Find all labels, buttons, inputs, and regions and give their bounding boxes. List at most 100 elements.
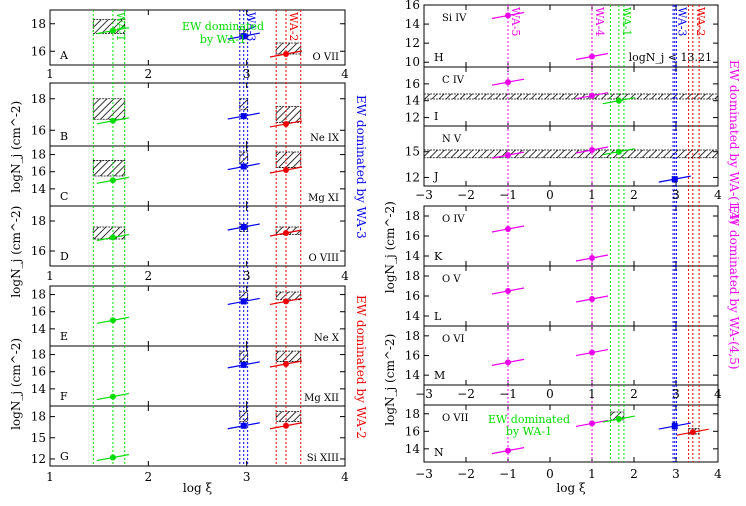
x-tick-label: 1 bbox=[588, 188, 596, 202]
data-point bbox=[615, 416, 622, 423]
hatched-region bbox=[275, 350, 302, 362]
x-tick-label: 4 bbox=[341, 470, 349, 484]
ion-label: O V bbox=[442, 274, 461, 285]
data-point bbox=[109, 234, 116, 241]
x-tick-label: 4 bbox=[714, 188, 722, 202]
y-tick-label: 16 bbox=[31, 165, 46, 179]
y-tick-label: 16 bbox=[31, 123, 46, 137]
data-point bbox=[109, 117, 116, 124]
panel-letter: G bbox=[60, 450, 69, 463]
x-tick-label: 4 bbox=[341, 67, 349, 81]
panel-letter: F bbox=[60, 390, 68, 403]
annotation: EW dominated bbox=[488, 413, 570, 426]
y-axis-label: logN_j (cm^-2) bbox=[383, 201, 397, 293]
ion-label: O IV bbox=[442, 214, 465, 225]
data-point bbox=[240, 113, 247, 120]
x-tick-label: 2 bbox=[630, 467, 638, 481]
panel-letter: B bbox=[60, 130, 68, 143]
ion-label: O VII bbox=[313, 52, 340, 63]
hatched-region bbox=[424, 93, 718, 100]
y-tick-label: 18 bbox=[405, 407, 420, 421]
y-tick-label: 14 bbox=[405, 368, 421, 382]
panel-letter: J bbox=[433, 170, 438, 183]
hatched-region bbox=[92, 160, 126, 177]
ion-label: O VIII bbox=[309, 253, 339, 264]
y-tick-label: 14 bbox=[405, 94, 421, 108]
wa-label: WA-1 bbox=[114, 12, 127, 41]
data-point bbox=[240, 361, 247, 368]
data-point bbox=[240, 298, 247, 305]
ion-label: Si XIII bbox=[307, 453, 339, 464]
x-tick-label: −2 bbox=[457, 467, 475, 481]
x-tick-label: 0 bbox=[546, 188, 554, 202]
panel-frame bbox=[49, 205, 346, 267]
y-tick-label: 16 bbox=[31, 244, 46, 258]
y-tick-label: 14 bbox=[405, 17, 421, 31]
x-axis-label: log ξ bbox=[556, 481, 586, 495]
x-tick-label: 1 bbox=[588, 387, 596, 401]
y-tick-label: 14 bbox=[31, 382, 47, 396]
x-tick-label: 2 bbox=[145, 67, 153, 81]
y-tick-label: 14 bbox=[405, 249, 421, 263]
annotation: EW dominated bbox=[182, 20, 264, 33]
annotation: by WA-1 bbox=[506, 425, 552, 438]
x-tick-label: −3 bbox=[415, 387, 433, 401]
x-tick-label: 4 bbox=[341, 269, 349, 283]
y-axis-label: logN_j (cm^-2) bbox=[9, 101, 23, 193]
x-tick-label: 1 bbox=[46, 470, 54, 484]
y-tick-label: 16 bbox=[405, 77, 420, 91]
y-tick-label: 16 bbox=[405, 0, 420, 12]
data-point bbox=[240, 33, 247, 40]
x-tick-label: 3 bbox=[672, 387, 680, 401]
y-tick-label: 10 bbox=[405, 55, 420, 69]
y-tick-label: 12 bbox=[31, 452, 46, 466]
y-tick-label: 14 bbox=[31, 182, 47, 196]
data-point bbox=[589, 53, 595, 60]
x-tick-label: 4 bbox=[714, 387, 722, 401]
x-tick-label: −2 bbox=[457, 188, 475, 202]
y-tick-label: 16 bbox=[405, 349, 420, 363]
y-tick-label: 16 bbox=[405, 424, 420, 438]
panel-letter: E bbox=[60, 330, 68, 343]
hatched-region bbox=[92, 98, 126, 120]
y-tick-label: 14 bbox=[405, 442, 421, 456]
y-tick-label: 16 bbox=[405, 229, 420, 243]
hatched-region bbox=[275, 291, 302, 301]
ion-label: Mg XI bbox=[308, 193, 339, 204]
y-tick-label: 12 bbox=[405, 170, 420, 184]
x-tick-label: 3 bbox=[243, 470, 251, 484]
data-point bbox=[505, 152, 511, 159]
data-point bbox=[109, 393, 116, 400]
x-tick-label: 3 bbox=[672, 188, 680, 202]
y-tick-label: 12 bbox=[405, 111, 420, 125]
x-tick-label: 0 bbox=[546, 387, 554, 401]
x-axis-label: log ξ bbox=[183, 481, 213, 495]
panel-letter: K bbox=[434, 250, 443, 263]
y-tick-label: 18 bbox=[405, 269, 420, 283]
ion-label: Mg XII bbox=[304, 393, 339, 404]
panel-frame bbox=[49, 405, 346, 467]
x-tick-label: −1 bbox=[499, 387, 517, 401]
x-tick-label: 2 bbox=[145, 470, 153, 484]
y-tick-label: 15 bbox=[31, 431, 46, 445]
wa-label: WA-3 bbox=[676, 7, 689, 36]
x-tick-label: 3 bbox=[243, 269, 251, 283]
data-point bbox=[109, 454, 116, 461]
data-point bbox=[671, 176, 678, 183]
ion-label: C IV bbox=[442, 75, 465, 86]
side-label: EW dominated by WA-(1,4) bbox=[727, 60, 741, 225]
y-tick-label: 14 bbox=[31, 322, 47, 336]
y-tick-label: 16 bbox=[405, 289, 420, 303]
panel-frame bbox=[423, 265, 719, 327]
x-tick-label: 1 bbox=[46, 269, 54, 283]
x-tick-label: −1 bbox=[499, 188, 517, 202]
y-tick-label: 16 bbox=[31, 44, 46, 58]
x-tick-label: 3 bbox=[243, 67, 251, 81]
y-tick-label: 18 bbox=[31, 214, 46, 228]
data-point bbox=[283, 230, 289, 236]
y-tick-label: 16 bbox=[31, 365, 46, 379]
hatched-region bbox=[92, 226, 126, 240]
hatched-region bbox=[424, 149, 718, 159]
